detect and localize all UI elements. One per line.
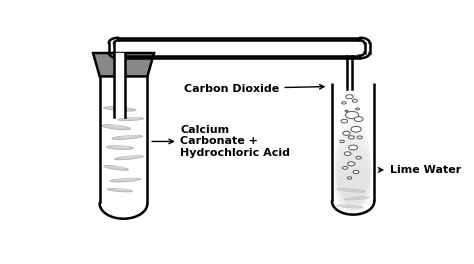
Circle shape bbox=[347, 177, 352, 179]
Polygon shape bbox=[93, 53, 154, 76]
Circle shape bbox=[346, 95, 353, 99]
Ellipse shape bbox=[335, 143, 371, 210]
Ellipse shape bbox=[336, 205, 363, 208]
Circle shape bbox=[356, 108, 359, 110]
Ellipse shape bbox=[118, 178, 137, 180]
Circle shape bbox=[346, 111, 359, 119]
Ellipse shape bbox=[106, 146, 134, 149]
Circle shape bbox=[344, 152, 351, 155]
Ellipse shape bbox=[125, 117, 140, 119]
Ellipse shape bbox=[335, 122, 371, 205]
Ellipse shape bbox=[110, 165, 126, 168]
Circle shape bbox=[356, 156, 361, 159]
Text: Carbon Dioxide: Carbon Dioxide bbox=[184, 84, 324, 94]
Circle shape bbox=[353, 170, 359, 173]
Ellipse shape bbox=[335, 148, 371, 211]
Ellipse shape bbox=[335, 127, 371, 206]
Circle shape bbox=[341, 119, 347, 123]
Ellipse shape bbox=[335, 117, 371, 204]
Ellipse shape bbox=[120, 135, 138, 138]
Ellipse shape bbox=[122, 155, 139, 158]
Circle shape bbox=[351, 126, 361, 132]
Ellipse shape bbox=[344, 197, 370, 200]
Circle shape bbox=[343, 131, 350, 135]
Circle shape bbox=[348, 136, 354, 139]
Ellipse shape bbox=[107, 188, 133, 192]
Text: Calcium
Carbonate +
Hydrochloric Acid: Calcium Carbonate + Hydrochloric Acid bbox=[152, 125, 291, 158]
Ellipse shape bbox=[335, 137, 371, 209]
Ellipse shape bbox=[335, 153, 371, 211]
Circle shape bbox=[352, 99, 357, 102]
Ellipse shape bbox=[114, 188, 129, 190]
Circle shape bbox=[357, 136, 362, 139]
Circle shape bbox=[347, 162, 355, 166]
Ellipse shape bbox=[115, 156, 144, 160]
Ellipse shape bbox=[335, 158, 371, 213]
Ellipse shape bbox=[337, 188, 366, 192]
Ellipse shape bbox=[104, 165, 128, 170]
Circle shape bbox=[340, 140, 344, 143]
Circle shape bbox=[354, 117, 363, 121]
Text: Lime Water: Lime Water bbox=[378, 165, 461, 175]
Ellipse shape bbox=[335, 132, 371, 208]
Circle shape bbox=[343, 167, 347, 169]
Circle shape bbox=[345, 110, 348, 112]
Ellipse shape bbox=[118, 117, 144, 121]
Ellipse shape bbox=[103, 107, 136, 111]
Ellipse shape bbox=[113, 145, 130, 148]
Ellipse shape bbox=[112, 135, 143, 139]
Circle shape bbox=[342, 102, 346, 104]
Ellipse shape bbox=[112, 107, 131, 109]
Ellipse shape bbox=[110, 178, 141, 182]
Ellipse shape bbox=[102, 125, 130, 130]
Ellipse shape bbox=[109, 125, 127, 128]
Circle shape bbox=[349, 145, 357, 150]
